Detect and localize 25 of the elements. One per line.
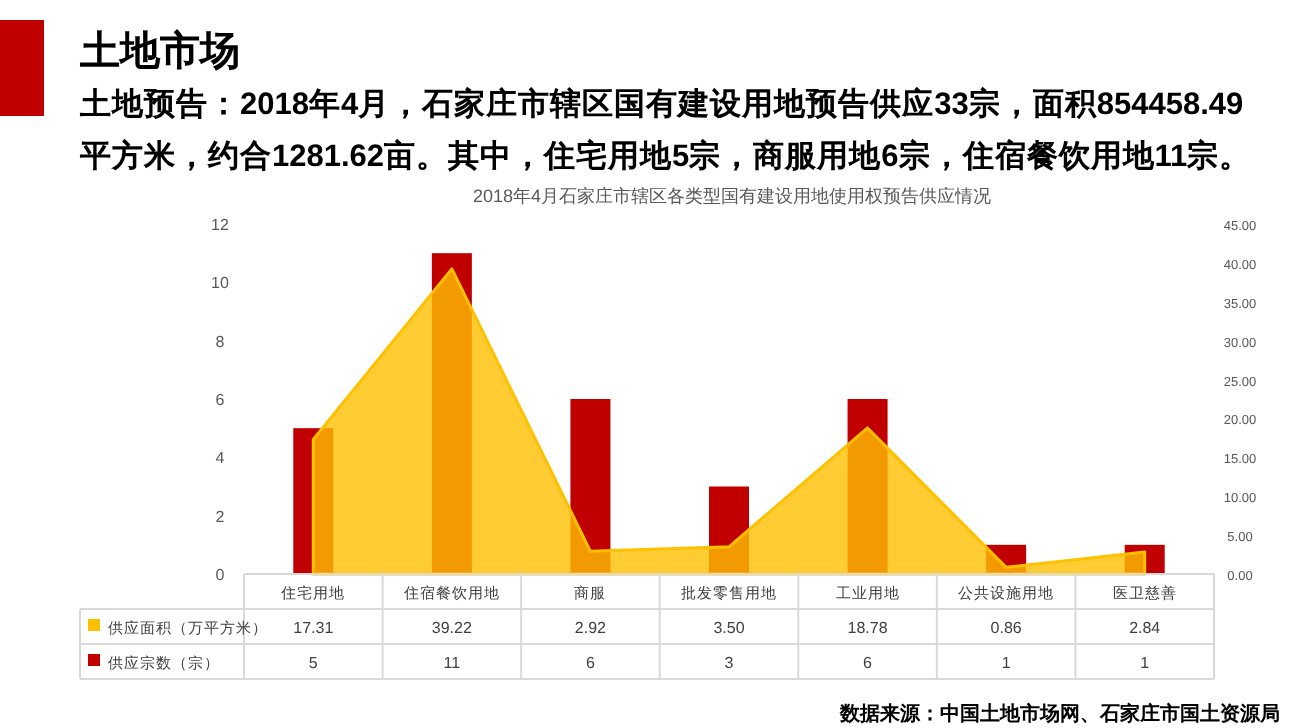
data-label: 11 [443,654,462,672]
data-label: 3 [724,654,735,672]
text: 2018年4月石家庄市辖区各类型国有建设用地使用权预告供应情况 [472,186,992,206]
y-tick-label: 0 [215,566,226,584]
data-label: 6 [585,654,596,672]
data-label: 5 [308,654,319,672]
chart-subtitle: 土地预告：2018年4月，石家庄市辖区国有建设用地预告供应33宗，面积854458.49平方米，约合1281.62亩。其中，住宅用地5宗，商服用地6宗，住宿餐饮用地11宗。 [80,85,1254,178]
data-label: 1 [1140,654,1151,672]
chart-title: 土地市场 [80,27,240,78]
data-label: 18.78 [847,619,889,637]
data-label: 3.50 [713,619,746,637]
y-tick-label: 10 [211,274,230,293]
y-tick-label: 8 [215,332,226,351]
y-tick-label: 12 [211,216,230,234]
data-label: 0.86 [990,619,1023,637]
data-label: 2.92 [574,619,608,637]
data-label: 2.84 [1129,619,1162,637]
data-label: 1 [1001,654,1012,672]
data-label: 39.22 [431,619,473,637]
y-tick-label: 2 [215,507,226,526]
y-tick-label: 6 [215,391,226,409]
y-tick-label: 4 [215,449,226,468]
source-note: 数据来源：中国土地市场网、石家庄市国土资源局 [838,702,1280,726]
data-label: 6 [863,654,874,672]
data-label: 17.31 [293,619,335,637]
